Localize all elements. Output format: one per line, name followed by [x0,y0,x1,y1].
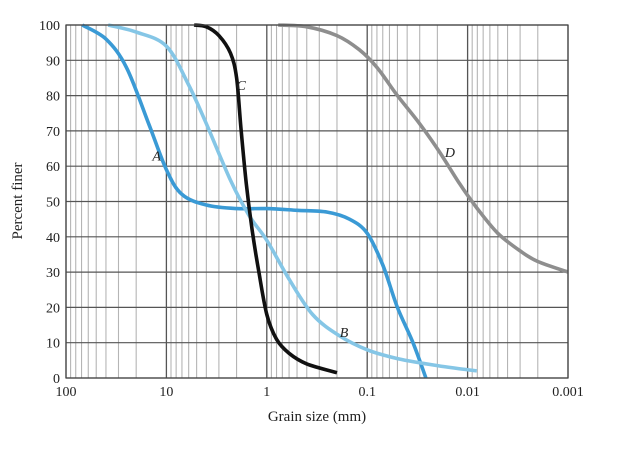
x-tick-label: 0.1 [358,385,376,400]
curve-a [81,23,428,379]
curve-label-a: A [151,150,161,165]
x-tick-label: 100 [56,385,77,400]
y-tick-label: 30 [46,266,60,281]
x-tick-label: 1 [263,385,270,400]
y-tick-label: 0 [53,372,60,387]
x-axis-ticks: 100 10 1 0.1 0.01 0.001 [56,385,584,400]
y-tick-label: 70 [46,125,60,140]
y-axis-label: Percent finer [10,162,26,239]
y-tick-label: 60 [46,160,60,175]
x-tick-label: 0.001 [552,385,584,400]
y-tick-label: 50 [46,196,60,211]
major-gridlines [65,24,569,379]
curve-labels: A B C D [151,79,455,341]
x-axis-label: Grain size (mm) [268,409,366,425]
plot-frame [65,24,569,379]
y-tick-label: 40 [46,231,60,246]
curves [81,23,569,379]
curve-b [107,23,478,373]
y-tick-label: 90 [46,54,60,69]
x-tick-label: 10 [159,385,173,400]
x-tick-label: 0.01 [455,385,480,400]
curve-d [278,23,569,274]
curve-label-d: D [444,146,455,161]
y-tick-label: 100 [39,19,60,34]
y-tick-label: 80 [46,90,60,105]
y-tick-label: 20 [46,301,60,316]
curve-label-b: B [340,326,349,341]
curve-c [193,23,338,375]
y-axis-ticks: 0 10 20 30 40 50 60 70 80 90 100 [39,19,60,387]
curve-label-c: C [236,79,246,94]
y-tick-label: 10 [46,337,60,352]
